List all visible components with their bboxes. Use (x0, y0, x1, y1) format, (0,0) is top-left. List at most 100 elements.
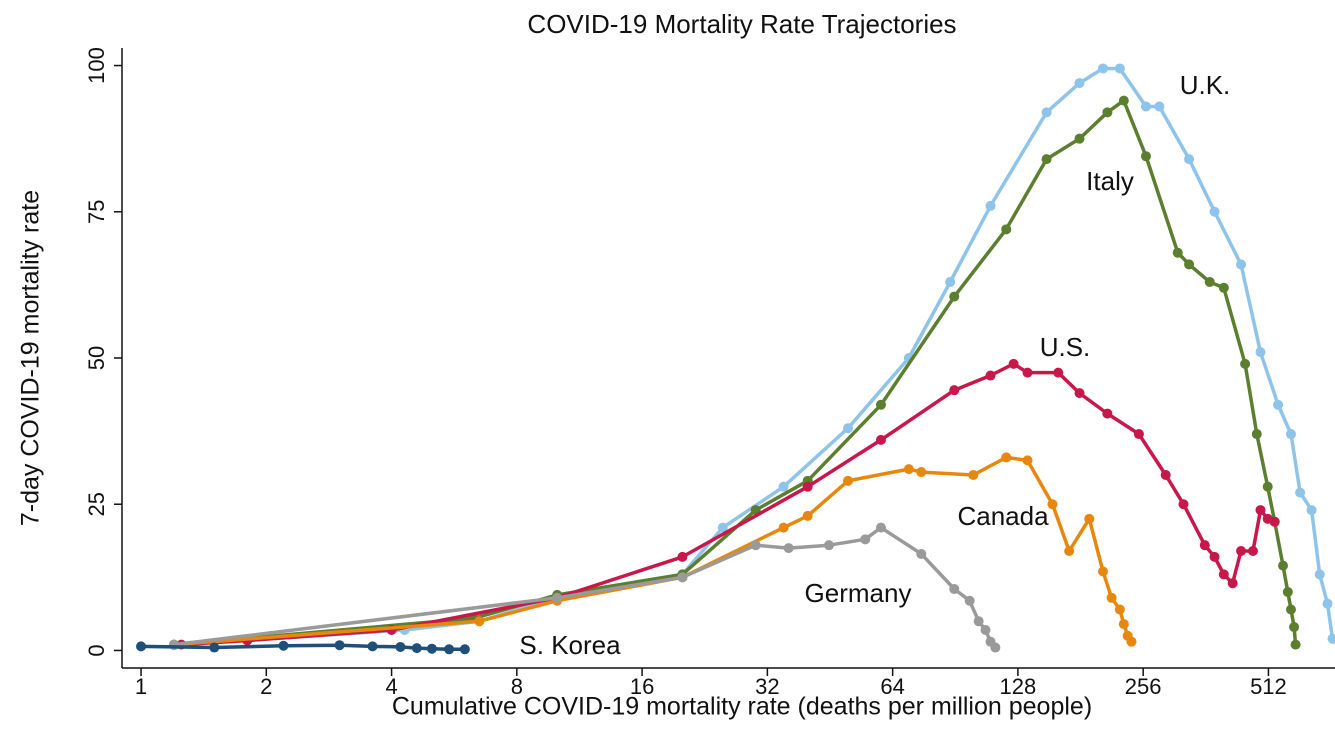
marker (916, 548, 927, 559)
marker (990, 642, 1001, 653)
marker (1022, 367, 1033, 378)
y-tick-label: 75 (84, 200, 109, 224)
marker (1041, 107, 1052, 118)
marker (209, 642, 220, 653)
marker (1098, 63, 1109, 74)
y-tick-label: 50 (84, 346, 109, 370)
marker (1184, 259, 1195, 270)
marker (945, 276, 956, 287)
marker (1209, 551, 1220, 562)
series-line (173, 455, 1133, 647)
marker (973, 616, 984, 627)
marker (1269, 516, 1280, 527)
marker (1178, 499, 1189, 510)
marker (843, 475, 854, 486)
marker (1074, 78, 1085, 89)
x-tick-label: 16 (630, 674, 654, 699)
marker (717, 522, 728, 533)
marker (1133, 429, 1144, 440)
marker (1255, 505, 1266, 516)
marker (1227, 578, 1238, 589)
marker (1022, 455, 1033, 466)
marker (1001, 452, 1012, 463)
marker (1218, 282, 1229, 293)
series-line (140, 643, 465, 652)
x-tick-label: 128 (1000, 674, 1037, 699)
series-label: Canada (957, 501, 1049, 531)
marker (1064, 546, 1075, 557)
marker (1102, 408, 1113, 419)
marker (875, 399, 886, 410)
marker (1247, 546, 1258, 557)
marker (677, 572, 688, 583)
marker (1236, 259, 1247, 270)
series-label: U.K. (1180, 70, 1231, 100)
marker (1140, 151, 1151, 162)
series-line (181, 362, 1276, 647)
y-tick-label: 0 (84, 644, 109, 656)
marker (1218, 569, 1229, 580)
marker (1282, 586, 1293, 597)
marker (1140, 101, 1151, 112)
series-label: S. Korea (519, 630, 621, 660)
marker (949, 385, 960, 396)
marker (1118, 619, 1129, 630)
marker (1001, 224, 1012, 235)
marker (1289, 622, 1300, 633)
marker (1327, 633, 1335, 644)
marker (949, 291, 960, 302)
marker (916, 467, 927, 478)
marker (964, 595, 975, 606)
marker (474, 616, 485, 627)
x-tick-label: 512 (1250, 674, 1287, 699)
marker (1126, 636, 1137, 647)
y-tick-label: 25 (84, 492, 109, 516)
marker (1322, 598, 1333, 609)
marker (1041, 154, 1052, 165)
x-tick-label: 2 (260, 674, 272, 699)
x-tick-label: 64 (880, 674, 904, 699)
marker (843, 423, 854, 434)
marker (1047, 499, 1058, 510)
marker (778, 481, 789, 492)
marker (1160, 469, 1171, 480)
marker (1285, 604, 1296, 615)
marker (778, 522, 789, 533)
x-tick-label: 32 (755, 674, 779, 699)
marker (278, 640, 289, 651)
marker (1285, 429, 1296, 440)
marker (411, 643, 422, 654)
x-tick-label: 4 (385, 674, 397, 699)
marker (1184, 154, 1195, 165)
marker (1209, 206, 1220, 217)
series-label: Germany (805, 578, 912, 608)
marker (1255, 347, 1266, 358)
x-tick-label: 256 (1125, 674, 1162, 699)
series-line (173, 66, 1335, 647)
y-tick-label: 100 (84, 47, 109, 84)
marker (1290, 639, 1301, 650)
marker (1240, 358, 1251, 369)
marker (823, 540, 834, 551)
marker (985, 200, 996, 211)
marker (860, 534, 871, 545)
y-axis-label: 7-day COVID-19 mortality rate (17, 190, 45, 526)
marker (552, 592, 563, 603)
marker (1053, 367, 1064, 378)
marker (802, 510, 813, 521)
marker (1295, 487, 1306, 498)
chart-title: COVID-19 Mortality Rate Trajectories (527, 9, 956, 39)
marker (136, 641, 147, 652)
marker (783, 543, 794, 554)
marker (1262, 481, 1273, 492)
marker (1114, 604, 1125, 615)
marker (1008, 358, 1019, 369)
marker (1084, 513, 1095, 524)
marker (1102, 107, 1113, 118)
marker (802, 481, 813, 492)
marker (459, 644, 470, 655)
marker (367, 641, 378, 652)
marker (1199, 540, 1210, 551)
x-tick-label: 1 (135, 674, 147, 699)
